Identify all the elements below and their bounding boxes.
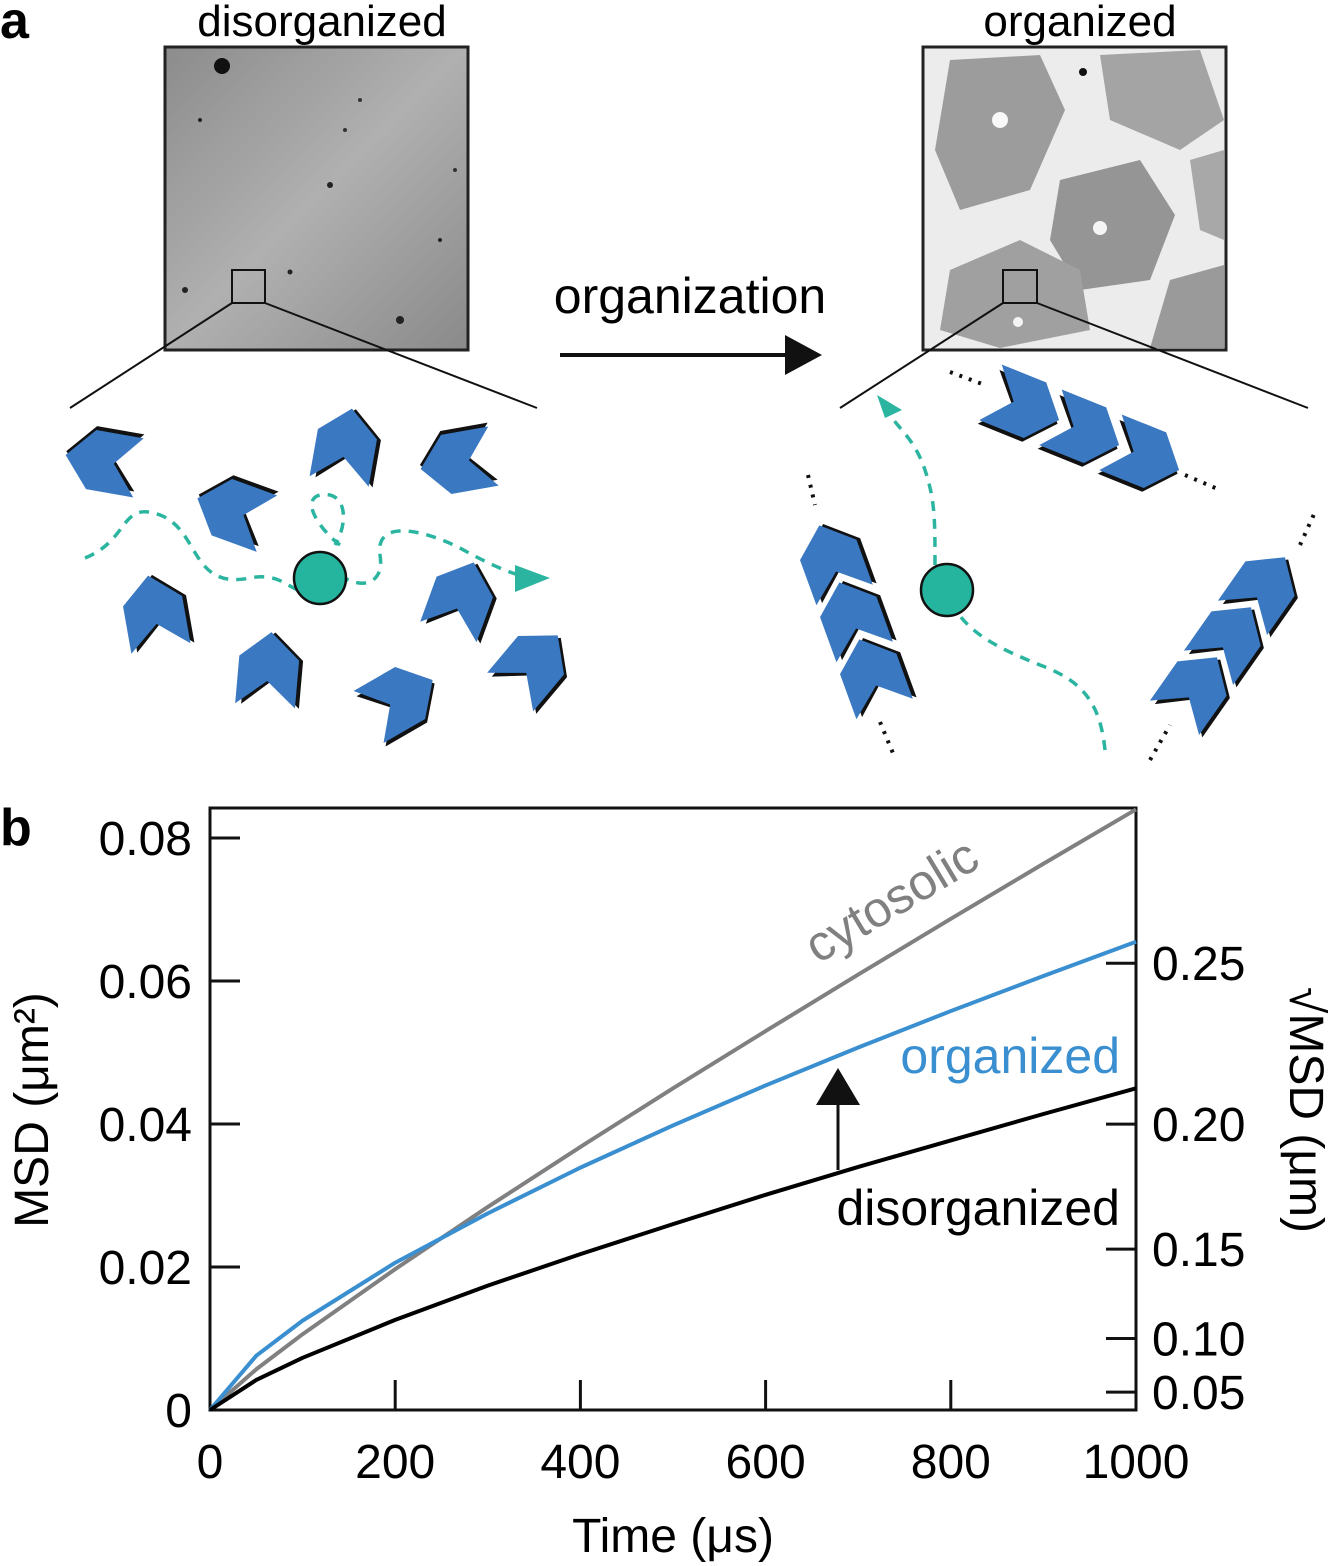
y2-tick-label: 0.20 bbox=[1152, 1099, 1245, 1152]
x-tick-label: 1000 bbox=[1083, 1436, 1190, 1489]
y-tick-label: 0.02 bbox=[99, 1242, 192, 1295]
micrograph-right bbox=[921, 45, 1228, 352]
micrograph-left bbox=[163, 45, 470, 352]
panel-a: a disorganized organized bbox=[0, 0, 1317, 761]
y2-tick-label: 0.25 bbox=[1152, 938, 1245, 991]
y2-axis-label: √MSD (μm) bbox=[1279, 987, 1332, 1233]
zoom-lines bbox=[69, 302, 1309, 409]
series-label: cytosolic bbox=[795, 827, 988, 974]
path-arrowhead bbox=[515, 565, 550, 592]
x-tick-label: 800 bbox=[911, 1436, 991, 1489]
diffusion-path bbox=[888, 414, 1107, 751]
data-line bbox=[208, 1086, 1137, 1412]
particle bbox=[292, 550, 348, 606]
y2-tick-label: 0.15 bbox=[1152, 1224, 1245, 1277]
arrow-label: organization bbox=[554, 268, 826, 324]
series-label: disorganized bbox=[836, 1180, 1120, 1236]
x-tick-label: 200 bbox=[355, 1436, 435, 1489]
data-line bbox=[208, 939, 1137, 1412]
process-arrow bbox=[560, 335, 822, 375]
y-tick-label: 0.04 bbox=[99, 1099, 192, 1152]
y-axis-label: MSD (μm²) bbox=[6, 992, 59, 1228]
y-tick-label: 0 bbox=[165, 1385, 192, 1438]
panel-label: b bbox=[0, 799, 32, 857]
y-tick-label: 0.08 bbox=[99, 813, 192, 866]
y2-tick-label: 0.05 bbox=[1152, 1367, 1245, 1420]
ordered-proteins bbox=[791, 364, 1313, 738]
plot-frame bbox=[208, 806, 1138, 1412]
y2-tick-label: 0.10 bbox=[1152, 1314, 1245, 1367]
x-tick-label: 600 bbox=[726, 1436, 806, 1489]
data-line bbox=[208, 807, 1138, 1412]
annotation-arrowhead bbox=[816, 1068, 860, 1105]
y-tick-label: 0.06 bbox=[99, 956, 192, 1009]
x-axis-label: Time (μs) bbox=[572, 1510, 774, 1563]
panel-label: a bbox=[0, 0, 30, 50]
image-title: disorganized bbox=[197, 0, 447, 46]
diffusion-path bbox=[84, 492, 536, 592]
plot: 0 200 400 600 800 100000.020.040.060.080.050.… bbox=[6, 806, 1332, 1563]
path-arrowhead bbox=[877, 395, 902, 418]
continuation-dots bbox=[806, 370, 1317, 761]
series-label: organized bbox=[900, 1028, 1120, 1084]
x-tick-label: 0 bbox=[197, 1436, 224, 1489]
particle bbox=[919, 562, 975, 618]
x-tick-label: 400 bbox=[540, 1436, 620, 1489]
image-title: organized bbox=[983, 0, 1176, 46]
